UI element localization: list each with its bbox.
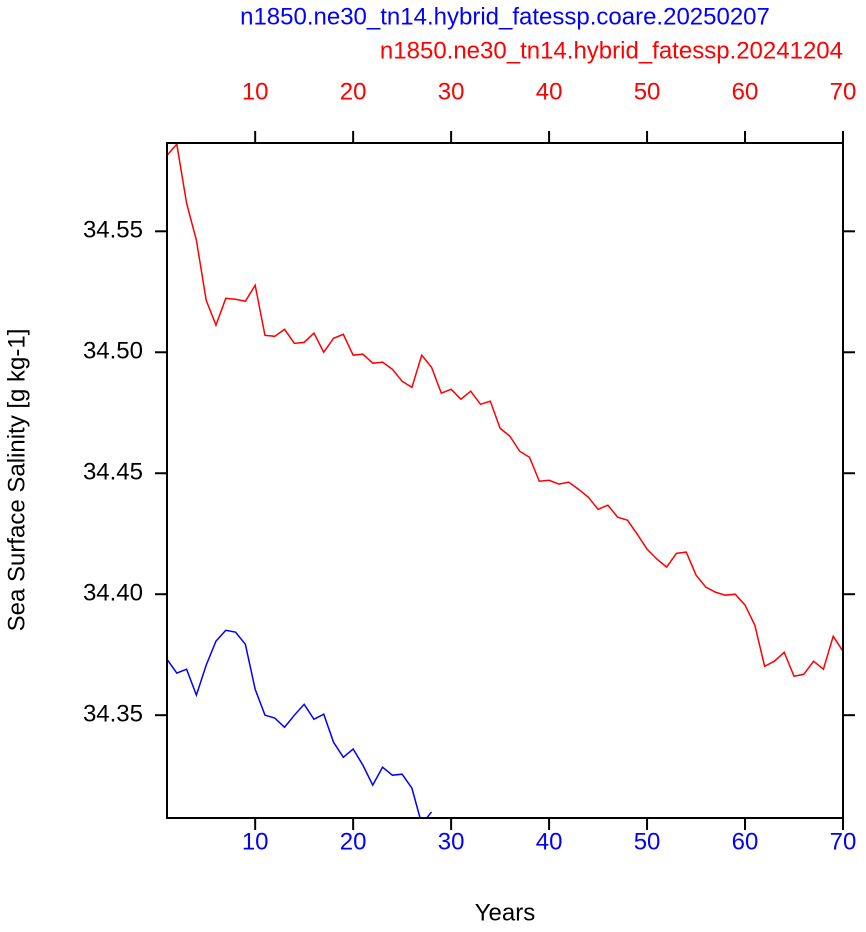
plot-frame	[166, 142, 844, 819]
x-axis-label: Years	[475, 899, 536, 926]
x-tick-label: 70	[830, 78, 857, 105]
x-tick-label: 60	[732, 78, 759, 105]
series-title: n1850.ne30_tn14.hybrid_fatessp.coare.202…	[240, 3, 770, 30]
y-tick-label: 34.55	[83, 217, 143, 244]
series-line	[167, 143, 843, 678]
x-tick-label: 30	[438, 828, 465, 855]
y-tick-label: 34.45	[83, 459, 143, 486]
x-tick-label: 70	[830, 828, 857, 855]
x-tick-label: 50	[634, 828, 661, 855]
x-tick-label: 50	[634, 78, 661, 105]
y-tick-label: 34.40	[83, 580, 143, 607]
x-tick-label: 30	[438, 78, 465, 105]
x-tick-label: 60	[732, 828, 759, 855]
x-tick-label: 20	[340, 828, 367, 855]
plot-area	[167, 143, 843, 818]
x-tick-label: 40	[536, 828, 563, 855]
y-tick-label: 34.50	[83, 338, 143, 365]
x-tick-label: 10	[242, 828, 269, 855]
series-line	[167, 629, 433, 818]
x-tick-label: 40	[536, 78, 563, 105]
x-tick-label: 10	[242, 78, 269, 105]
y-tick-label: 34.35	[83, 701, 143, 728]
y-axis-label: Sea Surface Salinity [g kg-1]	[3, 329, 30, 632]
x-tick-label: 20	[340, 78, 367, 105]
series-title: n1850.ne30_tn14.hybrid_fatessp.20241204	[380, 37, 843, 64]
